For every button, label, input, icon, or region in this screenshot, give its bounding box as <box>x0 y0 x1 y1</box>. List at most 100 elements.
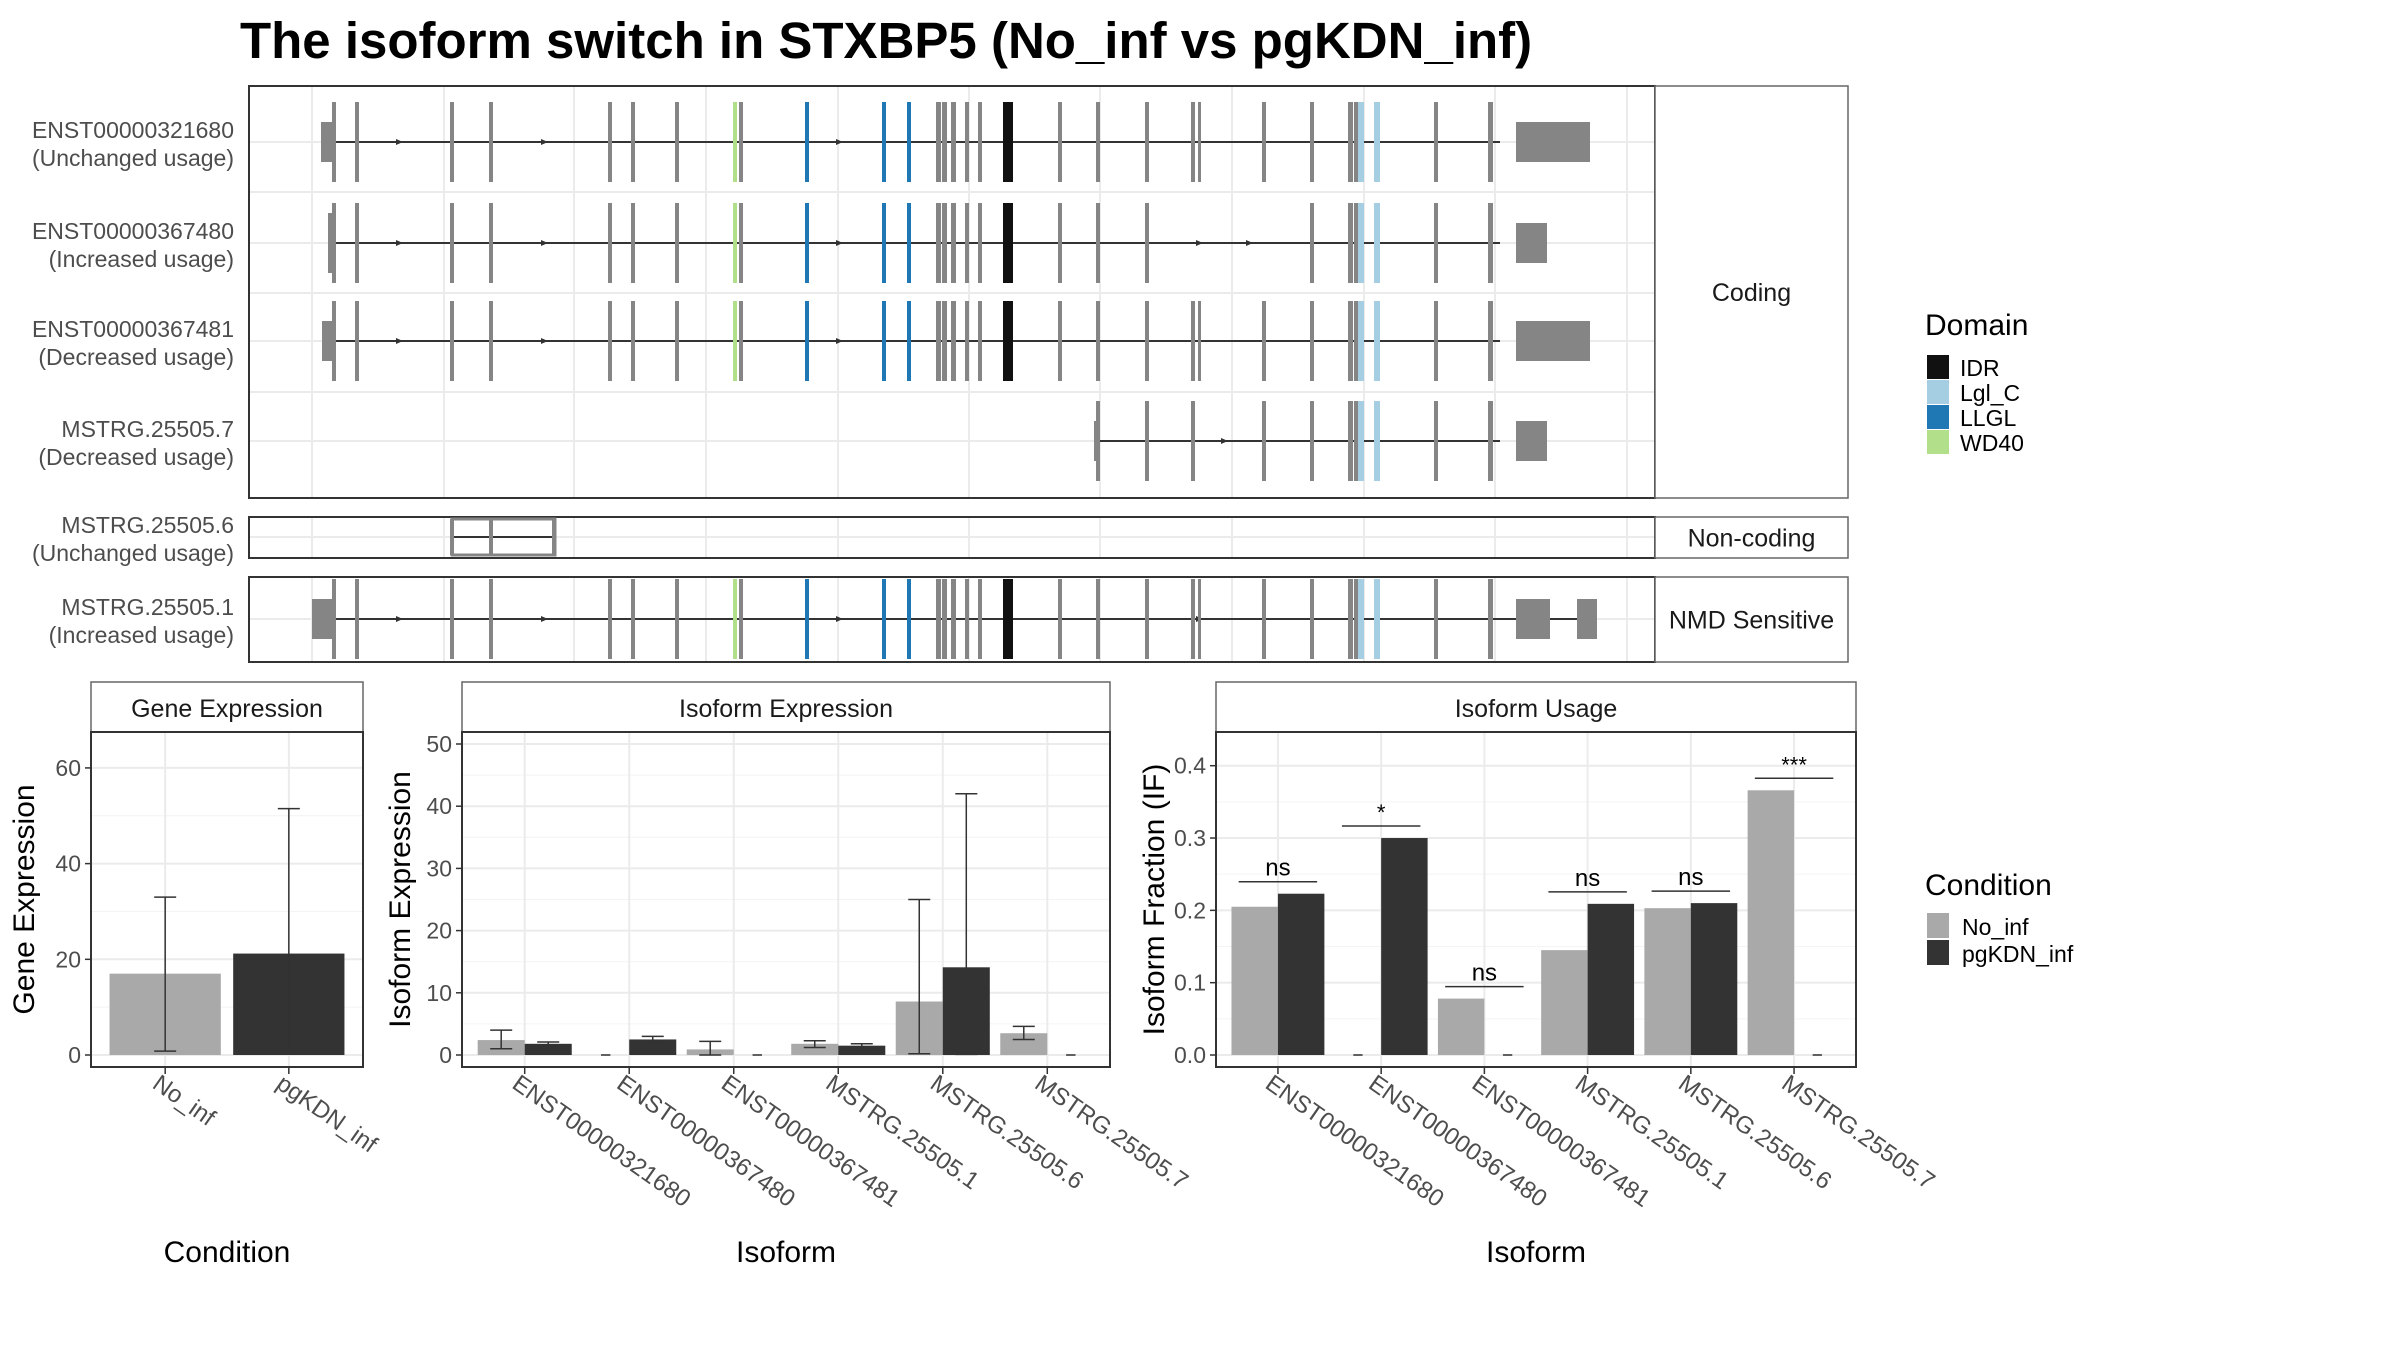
utr-exon <box>1577 599 1597 639</box>
exon <box>1358 579 1364 659</box>
exon <box>1348 401 1353 481</box>
exon <box>805 203 809 283</box>
condition-legend-label: No_inf <box>1962 914 2029 940</box>
exon <box>450 519 454 555</box>
exon <box>965 102 969 182</box>
strand-arrow <box>836 616 843 622</box>
strand-arrow <box>541 616 548 622</box>
x-axis-title: Condition <box>164 1236 291 1269</box>
domain-legend-key-lgl_c <box>1927 380 1949 404</box>
isoform-usage-label: (Unchanged usage) <box>32 540 234 566</box>
exon <box>907 102 911 182</box>
exon <box>1358 401 1364 481</box>
exon <box>1354 102 1358 182</box>
exon <box>1488 579 1493 659</box>
exon <box>450 203 454 283</box>
y-tick-label: 20 <box>55 946 81 972</box>
chart-title: Isoform Expression <box>679 695 893 723</box>
exon <box>965 203 969 283</box>
exon <box>739 579 743 659</box>
bar <box>1690 903 1738 1055</box>
utr-exon <box>1516 599 1550 639</box>
bar <box>1587 903 1635 1055</box>
exon <box>1198 102 1201 182</box>
exon <box>1096 102 1100 182</box>
utr-exon <box>1516 122 1590 162</box>
domain-legend-label: IDR <box>1960 355 2000 381</box>
bar <box>1437 998 1485 1055</box>
exon <box>1096 579 1100 659</box>
bar <box>791 1043 839 1055</box>
utr-exon <box>312 599 334 639</box>
exon <box>332 102 336 182</box>
x-tick-label: No_inf <box>148 1070 221 1132</box>
exon <box>965 579 969 659</box>
x-tick-label: ENST00000321680 <box>507 1070 695 1213</box>
exon <box>1310 203 1314 283</box>
chart-strip <box>461 681 1111 733</box>
isoform-usage-label: (Unchanged usage) <box>32 145 234 171</box>
exon <box>332 203 336 283</box>
y-axis-title: Gene Expression <box>8 784 41 1014</box>
exon <box>489 301 493 381</box>
utr-exon <box>1516 421 1547 461</box>
domain-legend-label: WD40 <box>1960 430 2024 456</box>
exon <box>1310 102 1314 182</box>
x-tick-label: ENST00000367481 <box>1467 1070 1655 1213</box>
exon <box>1310 301 1314 381</box>
exon <box>608 579 612 659</box>
panel-strip <box>1654 85 1849 499</box>
exon <box>739 203 743 283</box>
exon <box>1191 401 1195 481</box>
exon <box>1145 401 1149 481</box>
bar <box>1541 950 1588 1055</box>
y-tick-label: 0.2 <box>1174 897 1206 923</box>
exon <box>450 579 454 659</box>
exon <box>936 203 941 283</box>
exon <box>1145 203 1149 283</box>
bar <box>838 1045 886 1055</box>
exon <box>1008 203 1013 283</box>
exon <box>1348 579 1353 659</box>
y-axis-title: Isoform Expression <box>384 771 417 1028</box>
x-tick-label: ENST00000367480 <box>1364 1070 1552 1213</box>
bar <box>1277 893 1325 1055</box>
exon <box>1310 401 1314 481</box>
condition-legend-label: pgKDN_inf <box>1962 941 2074 967</box>
exon <box>978 203 982 283</box>
condition-legend-key-pgkdn_inf <box>1927 940 1949 965</box>
exon <box>1198 301 1201 381</box>
x-tick-label: ENST00000321680 <box>1260 1070 1448 1213</box>
exon <box>907 301 911 381</box>
isoform-usage-label: (Increased usage) <box>49 622 234 648</box>
isoform-id-label: MSTRG.25505.7 <box>61 416 234 442</box>
strand-arrow <box>1246 240 1253 246</box>
exon <box>1262 102 1266 182</box>
exon <box>675 203 679 283</box>
y-tick-label: 30 <box>426 855 452 881</box>
exon <box>675 301 679 381</box>
chart-title: Isoform Usage <box>1455 695 1618 723</box>
exon <box>1191 579 1195 659</box>
bar <box>524 1043 572 1055</box>
exon <box>1488 102 1493 182</box>
exon <box>1434 579 1438 659</box>
exon <box>355 102 359 182</box>
strand-arrow <box>396 338 403 344</box>
exon <box>942 579 947 659</box>
exon <box>805 301 809 381</box>
exon <box>882 301 886 381</box>
exon <box>1374 102 1380 182</box>
exon <box>1354 301 1358 381</box>
strand-arrow <box>541 240 548 246</box>
exon <box>675 579 679 659</box>
exon <box>1058 203 1062 283</box>
exon <box>739 301 743 381</box>
exon <box>1003 102 1008 182</box>
strand-arrow <box>1221 438 1228 444</box>
exon <box>1008 579 1013 659</box>
chart-strip <box>90 681 364 733</box>
exon <box>1374 301 1380 381</box>
exon <box>1262 579 1266 659</box>
